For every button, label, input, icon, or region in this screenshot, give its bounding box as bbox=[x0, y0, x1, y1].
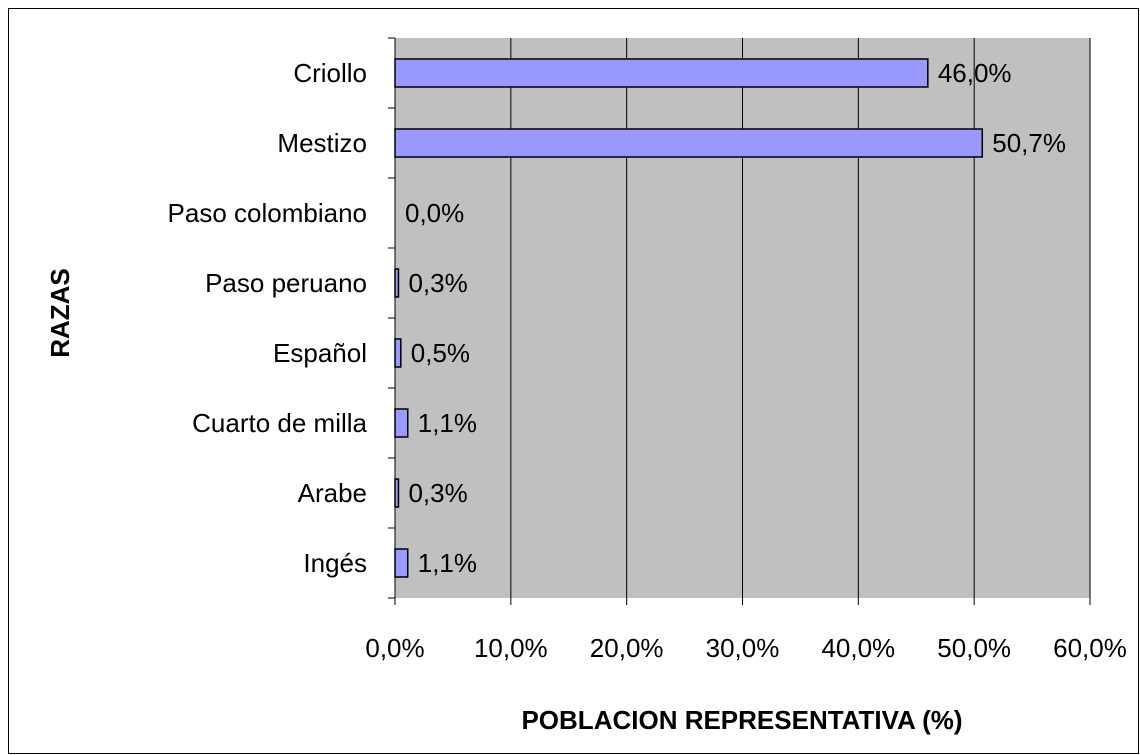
data-label: 1,1% bbox=[418, 408, 477, 438]
y-axis-title: RAZAS bbox=[45, 268, 75, 358]
bar bbox=[394, 338, 402, 368]
data-label: 0,0% bbox=[405, 198, 464, 228]
bar bbox=[394, 478, 400, 508]
y-tick-label: Ingés bbox=[303, 548, 367, 578]
data-label: 0,3% bbox=[408, 478, 467, 508]
x-tick-label: 30,0% bbox=[706, 633, 780, 663]
y-tick-label: Paso peruano bbox=[205, 268, 367, 298]
x-axis-title: POBLACION REPRESENTATIVA (%) bbox=[521, 705, 962, 735]
y-tick-label: Cuarto de milla bbox=[192, 408, 367, 438]
x-tick-label: 10,0% bbox=[474, 633, 548, 663]
y-tick-label: Paso colombiano bbox=[168, 198, 367, 228]
x-tick-label: 60,0% bbox=[1053, 633, 1127, 663]
data-label: 0,3% bbox=[408, 268, 467, 298]
data-label: 46,0% bbox=[938, 58, 1012, 88]
x-tick-label: 40,0% bbox=[821, 633, 895, 663]
bar bbox=[394, 548, 409, 578]
y-tick-label: Mestizo bbox=[277, 128, 367, 158]
x-tick-label: 20,0% bbox=[590, 633, 664, 663]
data-label: 1,1% bbox=[418, 548, 477, 578]
x-tick-label: 50,0% bbox=[937, 633, 1011, 663]
bar bbox=[394, 408, 409, 438]
x-tick-label: 0,0% bbox=[365, 633, 424, 663]
data-label: 0,5% bbox=[411, 338, 470, 368]
bar bbox=[394, 58, 929, 88]
bar bbox=[394, 128, 984, 158]
y-tick-label: Criollo bbox=[293, 58, 367, 88]
bar bbox=[394, 268, 400, 298]
y-tick-label: Español bbox=[273, 338, 367, 368]
data-label: 50,7% bbox=[992, 128, 1066, 158]
y-tick-label: Arabe bbox=[298, 478, 367, 508]
